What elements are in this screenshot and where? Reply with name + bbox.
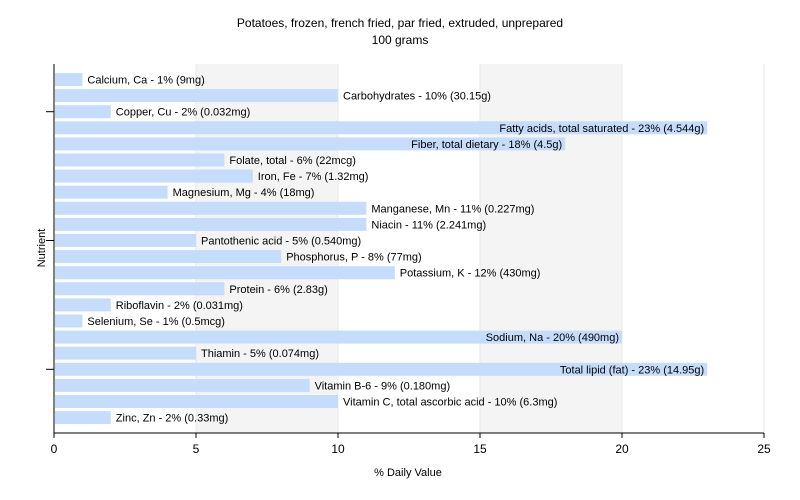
bar-label: Fatty acids, total saturated - 23% (4.54… [499,123,704,135]
bar-label: Protein - 6% (2.83g) [229,284,327,296]
bar [55,185,168,199]
bar [55,105,111,119]
bar-label: Sodium, Na - 20% (490mg) [486,332,619,344]
x-tick-label: 20 [615,442,629,456]
bar [55,266,395,280]
bar-label: Folate, total - 6% (22mcg) [229,155,356,167]
bar [55,330,622,344]
bar [55,378,310,392]
bar [55,298,111,312]
bar-label: Iron, Fe - 7% (1.32mg) [258,171,369,183]
bar-label: Carbohydrates - 10% (30.15g) [343,91,491,103]
bar-label: Magnesium, Mg - 4% (18mg) [173,187,315,199]
bar [55,362,708,376]
bar-label: Thiamin - 5% (0.074mg) [201,348,319,360]
bar-label: Manganese, Mn - 11% (0.227mg) [371,203,534,215]
bar-label: Zinc, Zn - 2% (0.33mg) [116,413,228,425]
bar-label: Pantothenic acid - 5% (0.540mg) [201,236,361,248]
bar [55,250,282,264]
x-tick-label: 25 [757,442,771,456]
bar [55,137,566,151]
x-axis-title: % Daily Value [374,467,442,479]
x-tick-label: 15 [473,442,487,456]
bar-label: Vitamin B-6 - 9% (0.180mg) [315,380,451,392]
chart-title: Potatoes, frozen, french fried, par frie… [237,16,563,30]
bar [55,314,83,328]
bar [55,73,83,86]
bar-label: Calcium, Ca - 1% (9mg) [87,75,204,87]
bar [55,217,367,231]
bar-label: Niacin - 11% (2.241mg) [371,219,486,231]
plot-band [54,64,196,433]
plot-band [622,64,764,433]
bar [55,153,225,167]
bar-label: Copper, Cu - 2% (0.032mg) [116,107,251,119]
bar [55,121,708,135]
x-tick-label: 5 [193,442,200,456]
x-tick-label: 10 [331,442,345,456]
chart-subtitle: 100 grams [372,33,429,47]
plot-band [338,64,480,433]
x-tick-label: 0 [51,442,58,456]
bar-label: Potassium, K - 12% (430mg) [400,268,541,280]
bar [55,201,367,215]
bar-label: Vitamin C, total ascorbic acid - 10% (6.… [343,397,557,409]
plot-area: Calcium, Ca - 1% (9mg) Carbohydrates - 10… [46,64,771,456]
bar [55,395,338,408]
plot-band [196,64,338,433]
bar [55,282,225,296]
bar-label: Riboflavin - 2% (0.031mg) [116,300,243,312]
bar-label: Selenium, Se - 1% (0.5mcg) [87,316,225,328]
bar-label: Fiber, total dietary - 18% (4.5g) [411,139,562,151]
bar-label: Phosphorus, P - 8% (77mg) [286,252,422,264]
bar [55,346,196,360]
plot-band [480,64,622,433]
bar [55,89,338,103]
bar-label: Total lipid (fat) - 23% (14.95g) [560,364,704,376]
bar [55,234,196,247]
bar [55,411,111,425]
y-axis-title: Nutrient [36,229,48,268]
bar [55,169,253,183]
